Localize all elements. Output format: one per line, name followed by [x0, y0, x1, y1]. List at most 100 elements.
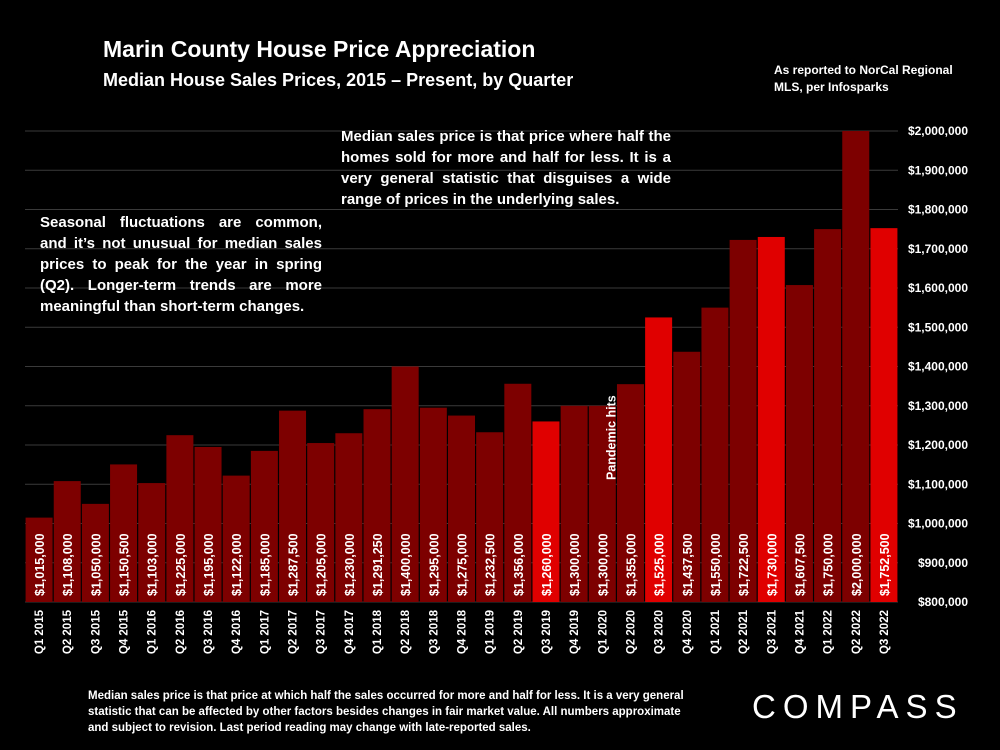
bar — [504, 383, 532, 602]
bar-value-label: $1,437,500 — [681, 533, 695, 596]
chart-title: Marin County House Price Appreciation — [103, 36, 536, 62]
x-tick-label: Q3 2016 — [203, 610, 215, 654]
bar — [757, 236, 785, 602]
bar-value-label: $1,185,000 — [258, 533, 272, 596]
y-tick-label: $1,400,000 — [908, 360, 968, 374]
bar — [785, 285, 813, 602]
x-tick-label: Q2 2022 — [851, 610, 863, 654]
bar-value-label: $1,287,500 — [287, 533, 301, 596]
bar — [870, 228, 898, 603]
bar — [363, 409, 391, 602]
bar — [419, 407, 447, 602]
x-tick-label: Q2 2017 — [288, 610, 300, 654]
bar-value-label: $1,108,000 — [61, 533, 75, 596]
bar-value-label: $1,291,250 — [371, 533, 385, 596]
bar — [560, 405, 588, 602]
y-tick-label: $1,200,000 — [908, 438, 968, 452]
bar — [279, 410, 307, 602]
bar — [448, 415, 475, 602]
x-tick-label: Q3 2022 — [879, 610, 891, 654]
bar — [25, 517, 53, 602]
x-tick-label: Q1 2018 — [372, 609, 384, 654]
x-tick-label: Q3 2019 — [541, 610, 553, 654]
y-tick-label: $2,000,000 — [908, 124, 968, 138]
bar — [701, 307, 729, 602]
x-tick-label: Q1 2016 — [147, 610, 159, 654]
y-tick-label: $1,700,000 — [908, 242, 968, 256]
x-tick-label: Q3 2020 — [654, 610, 666, 654]
bar-value-label: $1,550,000 — [709, 533, 723, 596]
x-tick-label: Q4 2020 — [682, 610, 694, 654]
x-tick-label: Q1 2019 — [485, 610, 497, 654]
bar — [616, 384, 644, 602]
bar — [166, 435, 194, 602]
bar-value-label: $1,195,000 — [202, 533, 216, 596]
pandemic-annotation: Pandemic hits — [604, 395, 618, 480]
x-tick-label: Q3 2018 — [428, 609, 440, 654]
x-tick-label: Q2 2015 — [62, 609, 74, 654]
bar-value-label: $1,205,000 — [315, 533, 329, 596]
x-tick-label: Q3 2015 — [90, 609, 102, 654]
bar — [645, 317, 673, 602]
median-note: Median sales price is that price where h… — [341, 128, 671, 208]
seasonal-note: Seasonal fluctuations are common, and it… — [40, 214, 322, 315]
y-tick-label: $1,000,000 — [908, 517, 968, 531]
bar — [81, 503, 109, 602]
y-tick-label: $1,500,000 — [908, 320, 968, 334]
y-tick-label: $800,000 — [918, 595, 968, 609]
x-tick-label: Q4 2019 — [569, 610, 581, 654]
bar — [476, 432, 504, 602]
x-tick-label: Q1 2017 — [259, 610, 271, 654]
bar-value-label: $1,230,000 — [343, 533, 357, 596]
bar-value-label: $1,730,000 — [765, 533, 779, 596]
bar-value-label: $2,000,000 — [850, 533, 864, 596]
bar — [842, 131, 870, 602]
bar — [250, 450, 278, 602]
y-tick-label: $900,000 — [918, 556, 968, 570]
y-tick-label: $1,600,000 — [908, 281, 968, 295]
y-tick-label: $1,100,000 — [908, 477, 968, 491]
y-tick-label: $1,300,000 — [908, 399, 968, 413]
bar-value-label: $1,122,000 — [230, 533, 244, 596]
x-tick-label: Q2 2018 — [400, 609, 412, 654]
bar — [307, 443, 335, 602]
bar-value-label: $1,225,000 — [174, 533, 188, 596]
bar — [729, 239, 757, 602]
x-tick-label: Q4 2016 — [231, 610, 243, 654]
x-tick-label: Q2 2019 — [513, 610, 525, 654]
bar — [335, 433, 363, 602]
x-tick-label: Q4 2018 — [457, 609, 469, 654]
bar — [110, 464, 138, 602]
chart-subtitle: Median House Sales Prices, 2015 – Presen… — [103, 70, 574, 90]
x-tick-label: Q1 2022 — [823, 610, 835, 654]
x-tick-label: Q1 2020 — [597, 610, 609, 654]
bar-value-label: $1,400,000 — [399, 533, 413, 596]
footnote: Median sales price is that price at whic… — [88, 690, 684, 734]
bar-value-label: $1,232,500 — [484, 533, 498, 596]
bar-value-label: $1,050,000 — [89, 533, 103, 596]
x-tick-label: Q4 2021 — [794, 609, 806, 654]
bar-value-label: $1,103,000 — [146, 533, 160, 596]
bar-value-label: $1,752,500 — [878, 533, 892, 596]
x-tick-label: Q2 2021 — [738, 609, 750, 654]
x-tick-label: Q3 2021 — [766, 609, 778, 654]
source-note: As reported to NorCal Regional MLS, per … — [774, 63, 953, 94]
bar — [588, 405, 616, 602]
bar-value-label: $1,525,000 — [653, 533, 667, 596]
x-tick-label: Q1 2015 — [34, 609, 46, 654]
y-tick-label: $1,900,000 — [908, 163, 968, 177]
bar-value-label: $1,275,000 — [456, 533, 470, 596]
bar — [138, 483, 166, 602]
bar-value-label: $1,295,000 — [427, 533, 441, 596]
x-tick-label: Q4 2017 — [344, 610, 356, 654]
bar — [194, 446, 222, 602]
bar-value-label: $1,722,500 — [737, 533, 751, 596]
x-tick-label: Q2 2020 — [625, 610, 637, 654]
bar-value-label: $1,355,000 — [624, 533, 638, 596]
x-tick-label: Q2 2016 — [175, 610, 187, 654]
x-tick-label: Q3 2017 — [316, 610, 328, 654]
bar-value-label: $1,260,000 — [540, 533, 554, 596]
bar-value-label: $1,750,000 — [822, 533, 836, 596]
bar — [53, 481, 81, 602]
